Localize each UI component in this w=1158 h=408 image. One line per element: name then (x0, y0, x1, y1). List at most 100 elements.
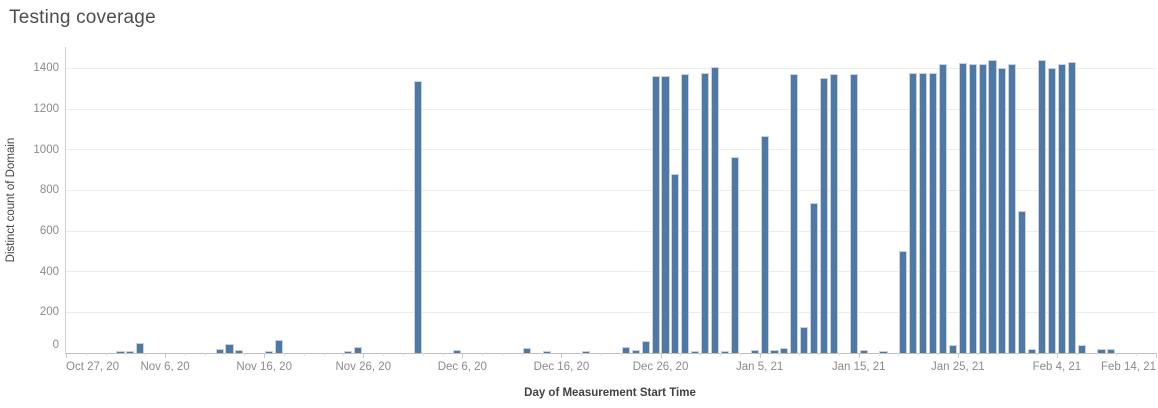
bar[interactable] (810, 202, 819, 353)
x-minor-tick (85, 353, 87, 356)
x-tick (66, 353, 67, 358)
bar[interactable] (770, 349, 779, 353)
bar[interactable] (1028, 348, 1037, 353)
y-gridline (66, 149, 1156, 151)
x-minor-tick (640, 353, 642, 356)
bar[interactable] (790, 74, 799, 353)
bar[interactable] (691, 350, 700, 353)
bar[interactable] (126, 351, 135, 353)
x-minor-tick (1096, 353, 1098, 356)
bar[interactable] (1057, 64, 1066, 353)
bar[interactable] (651, 76, 660, 353)
x-minor-tick (521, 353, 523, 356)
bar[interactable] (621, 347, 630, 353)
x-minor-tick (125, 353, 127, 356)
y-tick-label: 1400 (33, 62, 59, 75)
bar[interactable] (661, 76, 670, 353)
bar[interactable] (760, 136, 769, 353)
x-axis-title: Day of Measurement Start Time (524, 387, 696, 399)
x-minor-tick (422, 353, 424, 356)
bar[interactable] (750, 350, 759, 353)
bar[interactable] (819, 77, 829, 353)
x-tick-label: Nov 6, 20 (140, 361, 190, 373)
y-tick-label: 200 (39, 306, 59, 319)
x-tick-label: Jan 25, 21 (930, 361, 985, 373)
x-tick (561, 353, 563, 358)
bar[interactable] (829, 74, 838, 353)
bar[interactable] (225, 344, 234, 353)
plot-area: 0 200 400 600 800 1000 1200 1400 Oct 27, 20 Nov 6… (33, 47, 1157, 373)
x-tick (1156, 353, 1157, 358)
x-minor-tick (343, 353, 345, 356)
bar[interactable] (730, 156, 739, 353)
bar[interactable] (1067, 62, 1076, 353)
bar[interactable] (780, 347, 789, 353)
x-minor-tick (1116, 353, 1118, 356)
bar[interactable] (1047, 68, 1056, 353)
y-tick-label: 800 (39, 184, 59, 197)
bar[interactable] (720, 350, 729, 353)
bar[interactable] (919, 73, 928, 353)
bar[interactable] (849, 74, 858, 353)
bar[interactable] (988, 60, 997, 353)
x-minor-tick (680, 353, 682, 356)
x-tick (858, 353, 860, 358)
x-tick (363, 353, 365, 358)
x-tick-label: Dec 16, 20 (533, 361, 590, 373)
bar[interactable] (879, 351, 888, 353)
bar[interactable] (1097, 348, 1106, 353)
x-minor-tick (997, 353, 999, 356)
bar[interactable] (235, 349, 244, 353)
bar[interactable] (413, 80, 422, 353)
bar[interactable] (958, 63, 967, 353)
bar[interactable] (274, 339, 284, 353)
bar[interactable] (998, 68, 1007, 353)
bar[interactable] (968, 64, 977, 353)
bar[interactable] (344, 350, 353, 353)
bar[interactable] (800, 326, 809, 353)
x-tick (264, 353, 266, 358)
bar[interactable] (671, 174, 680, 353)
y-tick-label: 400 (39, 265, 59, 278)
x-minor-tick (541, 353, 543, 356)
bar[interactable] (522, 347, 531, 353)
x-tick-label: Nov 16, 20 (236, 361, 292, 373)
bar[interactable] (453, 349, 462, 353)
x-tick-label: Nov 26, 20 (335, 361, 392, 373)
x-minor-tick (799, 353, 801, 356)
bar[interactable] (1018, 210, 1027, 353)
bar[interactable] (1037, 60, 1047, 353)
bar[interactable] (215, 348, 224, 353)
bar[interactable] (542, 351, 551, 353)
bar[interactable] (899, 251, 908, 353)
bar[interactable] (909, 73, 918, 353)
bar[interactable] (681, 74, 690, 353)
bar[interactable] (859, 349, 868, 353)
bar[interactable] (641, 340, 650, 353)
bar[interactable] (582, 351, 591, 353)
bar[interactable] (1008, 64, 1017, 353)
x-minor-tick (442, 353, 444, 356)
bar[interactable] (1077, 345, 1086, 353)
x-minor-tick (284, 353, 285, 356)
bar[interactable] (136, 342, 145, 353)
bar[interactable] (354, 347, 363, 353)
bar[interactable] (978, 64, 987, 353)
bar[interactable] (701, 73, 710, 353)
bar[interactable] (1107, 348, 1116, 353)
bar[interactable] (265, 351, 274, 353)
x-minor-tick (502, 353, 503, 356)
bar[interactable] (948, 345, 957, 353)
x-minor-tick (779, 353, 781, 356)
bar[interactable] (116, 351, 125, 353)
bar[interactable] (928, 73, 938, 353)
y-gridline (66, 108, 1156, 110)
x-tick-label: Jan 5, 21 (735, 361, 784, 373)
bar[interactable] (710, 67, 720, 353)
x-tick-label: Dec 6, 20 (437, 361, 487, 373)
x-minor-tick (581, 353, 583, 356)
x-minor-tick (700, 353, 702, 356)
bar[interactable] (938, 64, 947, 353)
bar[interactable] (631, 349, 640, 353)
